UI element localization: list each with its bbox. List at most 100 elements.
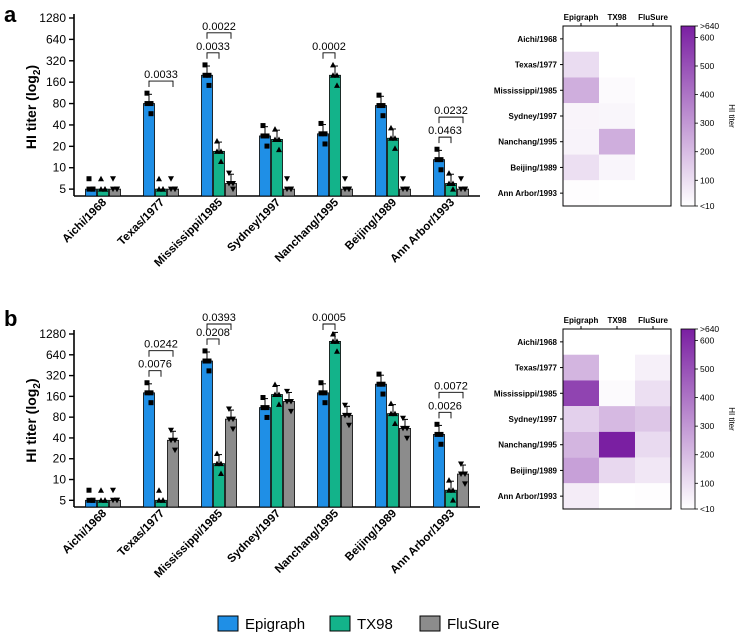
data-point-square xyxy=(260,395,266,401)
data-point-square xyxy=(380,103,386,109)
data-point-inverted-triangle xyxy=(110,186,116,193)
data-point-square xyxy=(318,120,324,126)
data-point-triangle xyxy=(392,420,398,426)
heatmap-cell xyxy=(599,483,635,509)
bar-epigraph xyxy=(433,159,445,197)
data-point-triangle xyxy=(330,72,336,78)
data-point-triangle xyxy=(276,401,282,407)
data-point-square xyxy=(434,421,440,427)
colorbar xyxy=(680,25,696,207)
p-value-label: 0.0242 xyxy=(144,339,178,351)
data-point-square xyxy=(260,123,266,129)
data-point-inverted-triangle xyxy=(342,402,348,409)
heatmap-cell xyxy=(599,380,635,407)
panel-label-a: a xyxy=(4,2,17,27)
data-point-triangle xyxy=(272,391,278,398)
data-point-inverted-triangle xyxy=(226,406,232,412)
p-value-label: 0.0002 xyxy=(312,41,346,53)
data-point-square xyxy=(322,131,328,137)
y-tick-label: 20 xyxy=(53,139,67,153)
bar-tx98 xyxy=(97,499,109,508)
colorbar-tick-label: 200 xyxy=(700,450,714,460)
bar-flusure xyxy=(167,439,179,508)
data-point-triangle xyxy=(450,186,456,192)
data-point-triangle xyxy=(272,136,278,142)
data-point-square xyxy=(86,176,92,182)
heatmap-row-label: Sydney/1997 xyxy=(509,112,558,121)
bar-epigraph xyxy=(375,105,387,197)
legend-swatch-tx98 xyxy=(329,615,351,632)
legend-swatch-flusure xyxy=(419,615,441,632)
data-point-square xyxy=(380,113,386,119)
data-point-square xyxy=(380,381,386,387)
colorbar-tick-label: 500 xyxy=(700,364,714,374)
data-point-triangle xyxy=(392,410,398,417)
data-point-inverted-triangle xyxy=(110,497,116,504)
data-point-inverted-triangle xyxy=(172,447,178,454)
y-axis-label: HI titer (log2) xyxy=(23,378,43,462)
data-point-triangle xyxy=(98,186,104,192)
data-point-square xyxy=(434,157,440,163)
heatmap-cell xyxy=(599,154,635,181)
y-tick-label: 160 xyxy=(46,389,66,403)
data-point-inverted-triangle xyxy=(168,437,174,444)
data-point-triangle xyxy=(218,470,224,476)
y-axis-label: HI titer (log2) xyxy=(23,65,43,149)
data-point-inverted-triangle xyxy=(110,487,116,494)
colorbar-tick-label: <10 xyxy=(700,201,715,211)
p-value-label: 0.0463 xyxy=(428,125,462,137)
data-point-inverted-triangle xyxy=(114,497,120,504)
data-point-triangle xyxy=(334,338,340,344)
p-value-label: 0.0022 xyxy=(202,21,236,33)
p-value-label: 0.0033 xyxy=(144,69,178,81)
colorbar-tick-label: 100 xyxy=(700,175,714,185)
heatmap-cell xyxy=(635,180,671,206)
data-point-inverted-triangle xyxy=(172,186,178,193)
heatmap-cell xyxy=(563,406,599,432)
bar-chart-a: 5 10 20 40 80 160 320 640 1280 HI titer (log2) Aic… xyxy=(23,11,480,269)
data-point-inverted-triangle xyxy=(462,481,468,487)
data-point-inverted-triangle xyxy=(342,412,348,419)
y-tick-label: 1280 xyxy=(39,11,66,25)
y-tick-label: 5 xyxy=(59,182,66,196)
heatmap-column-label: FluSure xyxy=(638,316,668,325)
heatmap-cell xyxy=(599,329,635,355)
data-point-triangle xyxy=(102,186,108,192)
bar-epigraph xyxy=(201,360,213,508)
data-point-square xyxy=(202,72,208,78)
data-point-inverted-triangle xyxy=(168,186,174,193)
data-point-inverted-triangle xyxy=(458,186,464,193)
data-point-inverted-triangle xyxy=(230,180,236,187)
colorbar-tick-label: >640 xyxy=(700,324,719,334)
y-tick-label: 10 xyxy=(53,473,67,487)
data-point-inverted-triangle xyxy=(172,437,178,444)
data-point-triangle xyxy=(388,400,394,407)
heatmap-row-label: Nanchang/1995 xyxy=(498,441,557,450)
heatmap-cell xyxy=(563,51,599,78)
data-point-square xyxy=(322,141,328,147)
data-point-square xyxy=(376,103,382,109)
data-point-triangle xyxy=(334,72,340,78)
data-point-inverted-triangle xyxy=(346,412,352,419)
data-point-square xyxy=(322,400,328,406)
data-point-triangle xyxy=(98,487,104,493)
heatmap-cell xyxy=(635,483,671,509)
data-point-square xyxy=(148,111,154,117)
heatmap-cell xyxy=(599,354,635,381)
data-point-triangle xyxy=(98,497,104,503)
data-point-square xyxy=(206,72,212,78)
data-point-triangle xyxy=(446,477,452,483)
bar-tx98 xyxy=(97,188,109,197)
heatmap-cell xyxy=(635,51,671,78)
heatmap-cell xyxy=(635,103,671,129)
data-point-square xyxy=(264,133,270,139)
data-point-triangle xyxy=(156,175,162,182)
bar-tx98 xyxy=(271,139,283,197)
p-value-label: 0.0072 xyxy=(434,380,468,392)
heatmap-row-label: Aichi/1968 xyxy=(517,338,557,347)
y-axis-label-sub: 2 xyxy=(32,383,43,389)
y-tick-label: 320 xyxy=(46,369,66,383)
legend-label-epigraph: Epigraph xyxy=(245,616,305,633)
heatmap-cell xyxy=(563,380,599,407)
data-point-triangle xyxy=(214,137,220,144)
